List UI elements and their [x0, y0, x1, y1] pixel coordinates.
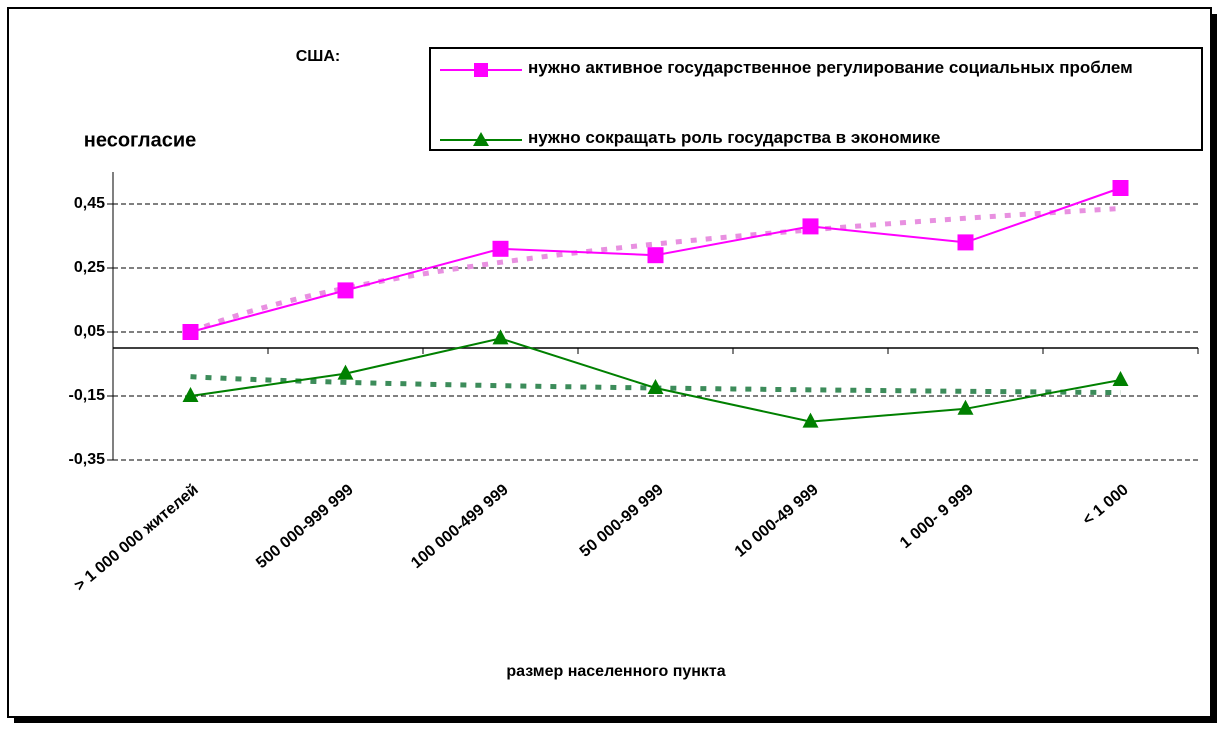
y-axis-title: несогласие — [84, 129, 196, 151]
point — [337, 282, 354, 299]
legend-marker — [474, 63, 488, 77]
point — [492, 240, 509, 257]
point — [492, 329, 509, 345]
y-tick-label: -0,35 — [69, 451, 106, 468]
legend — [429, 47, 1203, 151]
point — [182, 324, 199, 340]
x-axis-title: размер населенного пункта — [506, 663, 725, 680]
point — [1112, 180, 1129, 196]
point — [182, 387, 199, 402]
point — [647, 247, 664, 264]
y-tick-label: 0,25 — [74, 259, 105, 276]
point — [957, 234, 974, 251]
legend-label: нужно активное государственное регулиров… — [528, 58, 1133, 77]
y-tick-label: -0,15 — [69, 387, 106, 404]
legend-marker — [473, 132, 489, 146]
point — [802, 412, 819, 428]
trendline — [189, 205, 1121, 335]
point — [957, 399, 974, 415]
point — [337, 364, 354, 380]
point — [1112, 371, 1129, 386]
legend-item: нужно сокращать роль государства в эконо… — [528, 128, 941, 147]
legend-item: нужно активное государственное регулиров… — [528, 58, 1133, 77]
y-tick-label: 0,45 — [74, 195, 105, 212]
legend-label: нужно сокращать роль государства в эконо… — [528, 128, 941, 147]
chart-title: США: — [296, 48, 341, 65]
y-tick-label: 0,05 — [74, 323, 105, 340]
point — [802, 218, 819, 235]
point — [647, 379, 664, 394]
